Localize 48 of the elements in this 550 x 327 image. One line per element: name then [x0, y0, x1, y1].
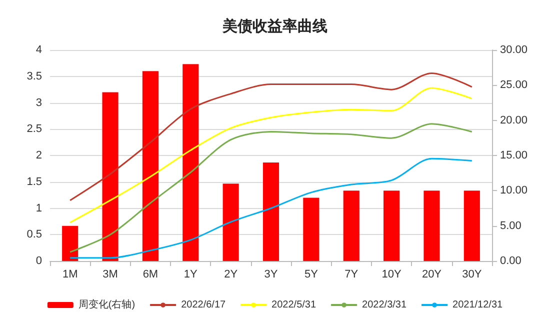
- bar: [62, 226, 78, 261]
- y-tick-label: 3.5: [26, 70, 42, 82]
- y-tick-label: 0: [36, 255, 42, 267]
- legend-label: 2022/5/31: [272, 300, 316, 310]
- y2-tick-label: 25.00: [500, 79, 528, 92]
- legend-label: 周变化(右轴): [78, 298, 136, 310]
- y-tick-label: 1: [36, 202, 42, 214]
- x-tick-label: 30Y: [462, 268, 482, 280]
- x-tick-label: 6M: [142, 268, 158, 280]
- bar: [384, 190, 400, 261]
- y2-tick-label: 30.00: [500, 44, 528, 56]
- y-tick-label: 0.5: [26, 228, 42, 241]
- x-tick-label: 2Y: [224, 268, 238, 280]
- y2-tick-label: 5.00: [500, 220, 522, 232]
- x-tick-label: 7Y: [344, 268, 359, 280]
- x-tick-label: 20Y: [422, 268, 442, 280]
- x-tick-label: 1Y: [184, 268, 198, 280]
- y2-tick-label: 10.00: [500, 184, 528, 197]
- bar: [262, 162, 280, 261]
- y-tick-label: 3: [36, 96, 42, 109]
- y-tick-label: 2: [36, 150, 42, 162]
- y-tick-label: 2.5: [26, 123, 42, 136]
- bar: [102, 92, 118, 261]
- bar: [303, 198, 320, 261]
- line-series: [69, 123, 473, 253]
- y-tick-label: 4: [36, 44, 42, 56]
- bar: [142, 71, 158, 261]
- x-tick-label: 1M: [62, 268, 78, 280]
- bar: [343, 190, 360, 261]
- bar: [182, 64, 199, 261]
- x-tick-label: 3M: [102, 268, 118, 280]
- legend-label: 2021/12/31: [452, 300, 504, 310]
- y2-tick-label: 0.00: [500, 255, 522, 267]
- x-tick-label: 3Y: [264, 268, 278, 280]
- y-tick-label: 1.5: [26, 176, 42, 188]
- line-series: [69, 72, 473, 202]
- chart-title: 美债收益率曲线: [222, 17, 328, 35]
- legend-label: 2022/6/17: [181, 300, 226, 310]
- line-series: [69, 158, 473, 259]
- bar: [222, 184, 239, 261]
- y2-tick-label: 20.00: [500, 114, 528, 126]
- line-series: [69, 87, 473, 224]
- bar: [464, 190, 480, 261]
- bar: [424, 190, 440, 261]
- legend-label: 2022/3/31: [362, 300, 407, 310]
- y2-tick-label: 15.00: [500, 150, 528, 162]
- x-tick-label: 10Y: [382, 268, 402, 280]
- x-tick-label: 5Y: [304, 268, 319, 280]
